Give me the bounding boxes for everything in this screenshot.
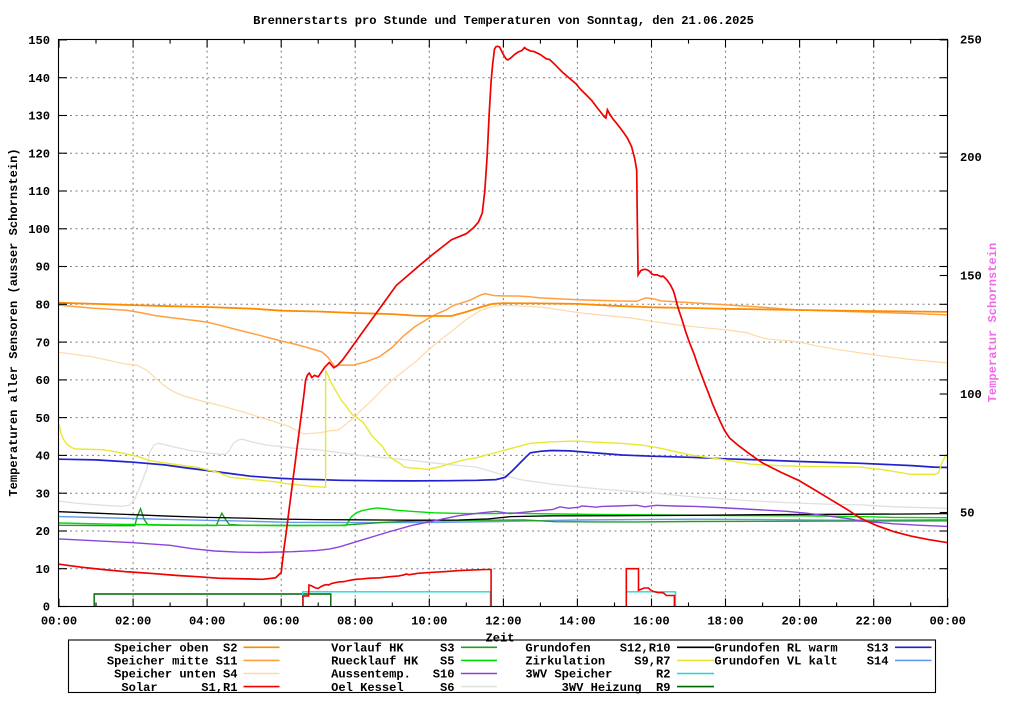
svg-text:30: 30 <box>35 487 50 501</box>
svg-text:14:00: 14:00 <box>559 614 595 628</box>
svg-text:10:00: 10:00 <box>411 614 447 628</box>
svg-text:06:00: 06:00 <box>263 614 299 628</box>
svg-text:Brennerstarts pro Stunde und T: Brennerstarts pro Stunde und Temperature… <box>253 14 754 28</box>
svg-text:18:00: 18:00 <box>707 614 743 628</box>
svg-text:04:00: 04:00 <box>189 614 225 628</box>
svg-text:20:00: 20:00 <box>781 614 817 628</box>
svg-text:140: 140 <box>28 72 50 86</box>
svg-text:150: 150 <box>960 270 982 284</box>
svg-text:Grundofen S12,R10: Grundofen S12,R10 <box>525 642 670 656</box>
svg-text:80: 80 <box>35 299 50 313</box>
svg-text:Ruecklauf HK S5: Ruecklauf HK S5 <box>331 655 454 669</box>
svg-text:100: 100 <box>28 223 50 237</box>
svg-text:Grundofen VL kalt S14: Grundofen VL kalt S14 <box>714 655 888 669</box>
svg-text:Oel Kessel S6: Oel Kessel S6 <box>331 681 454 695</box>
svg-text:22:00: 22:00 <box>856 614 892 628</box>
svg-text:90: 90 <box>35 261 50 275</box>
svg-text:20: 20 <box>35 525 50 539</box>
svg-text:Grundofen RL warm S13: Grundofen RL warm S13 <box>714 642 888 656</box>
svg-text:40: 40 <box>35 450 50 464</box>
svg-text:08:00: 08:00 <box>337 614 373 628</box>
svg-text:110: 110 <box>28 185 50 199</box>
svg-text:00:00: 00:00 <box>41 614 77 628</box>
svg-text:12:00: 12:00 <box>485 614 521 628</box>
svg-text:120: 120 <box>28 147 50 161</box>
svg-text:Temperaturen aller Sensoren (a: Temperaturen aller Sensoren (ausser Scho… <box>7 148 21 496</box>
svg-text:16:00: 16:00 <box>633 614 669 628</box>
svg-text:3WV Speicher R2: 3WV Speicher R2 <box>525 668 670 682</box>
svg-text:100: 100 <box>960 388 982 402</box>
svg-text:50: 50 <box>960 507 975 521</box>
svg-text:130: 130 <box>28 110 50 124</box>
svg-text:10: 10 <box>35 563 50 577</box>
svg-text:0: 0 <box>43 601 50 615</box>
svg-text:50: 50 <box>35 412 50 426</box>
svg-text:150: 150 <box>28 34 50 48</box>
svg-text:Temperatur Schornstein: Temperatur Schornstein <box>986 243 1000 403</box>
svg-text:Vorlauf HK S3: Vorlauf HK S3 <box>331 642 454 656</box>
svg-text:Speicher mitte S11: Speicher mitte S11 <box>107 655 238 669</box>
svg-text:00:00: 00:00 <box>930 614 966 628</box>
svg-text:3WV Heizung R9: 3WV Heizung R9 <box>562 681 671 695</box>
svg-text:02:00: 02:00 <box>115 614 151 628</box>
svg-text:200: 200 <box>960 151 982 165</box>
svg-text:250: 250 <box>960 34 982 48</box>
svg-text:Zirkulation S9,R7: Zirkulation S9,R7 <box>525 655 670 669</box>
svg-text:Speicher unten S4: Speicher unten S4 <box>114 668 237 682</box>
svg-text:70: 70 <box>35 336 50 350</box>
svg-text:Speicher oben S2: Speicher oben S2 <box>114 642 237 656</box>
svg-text:Aussentemp. S10: Aussentemp. S10 <box>331 668 454 682</box>
svg-text:60: 60 <box>35 374 50 388</box>
svg-text:Solar S1,R1: Solar S1,R1 <box>121 681 237 695</box>
svg-text:Zeit: Zeit <box>485 632 514 646</box>
